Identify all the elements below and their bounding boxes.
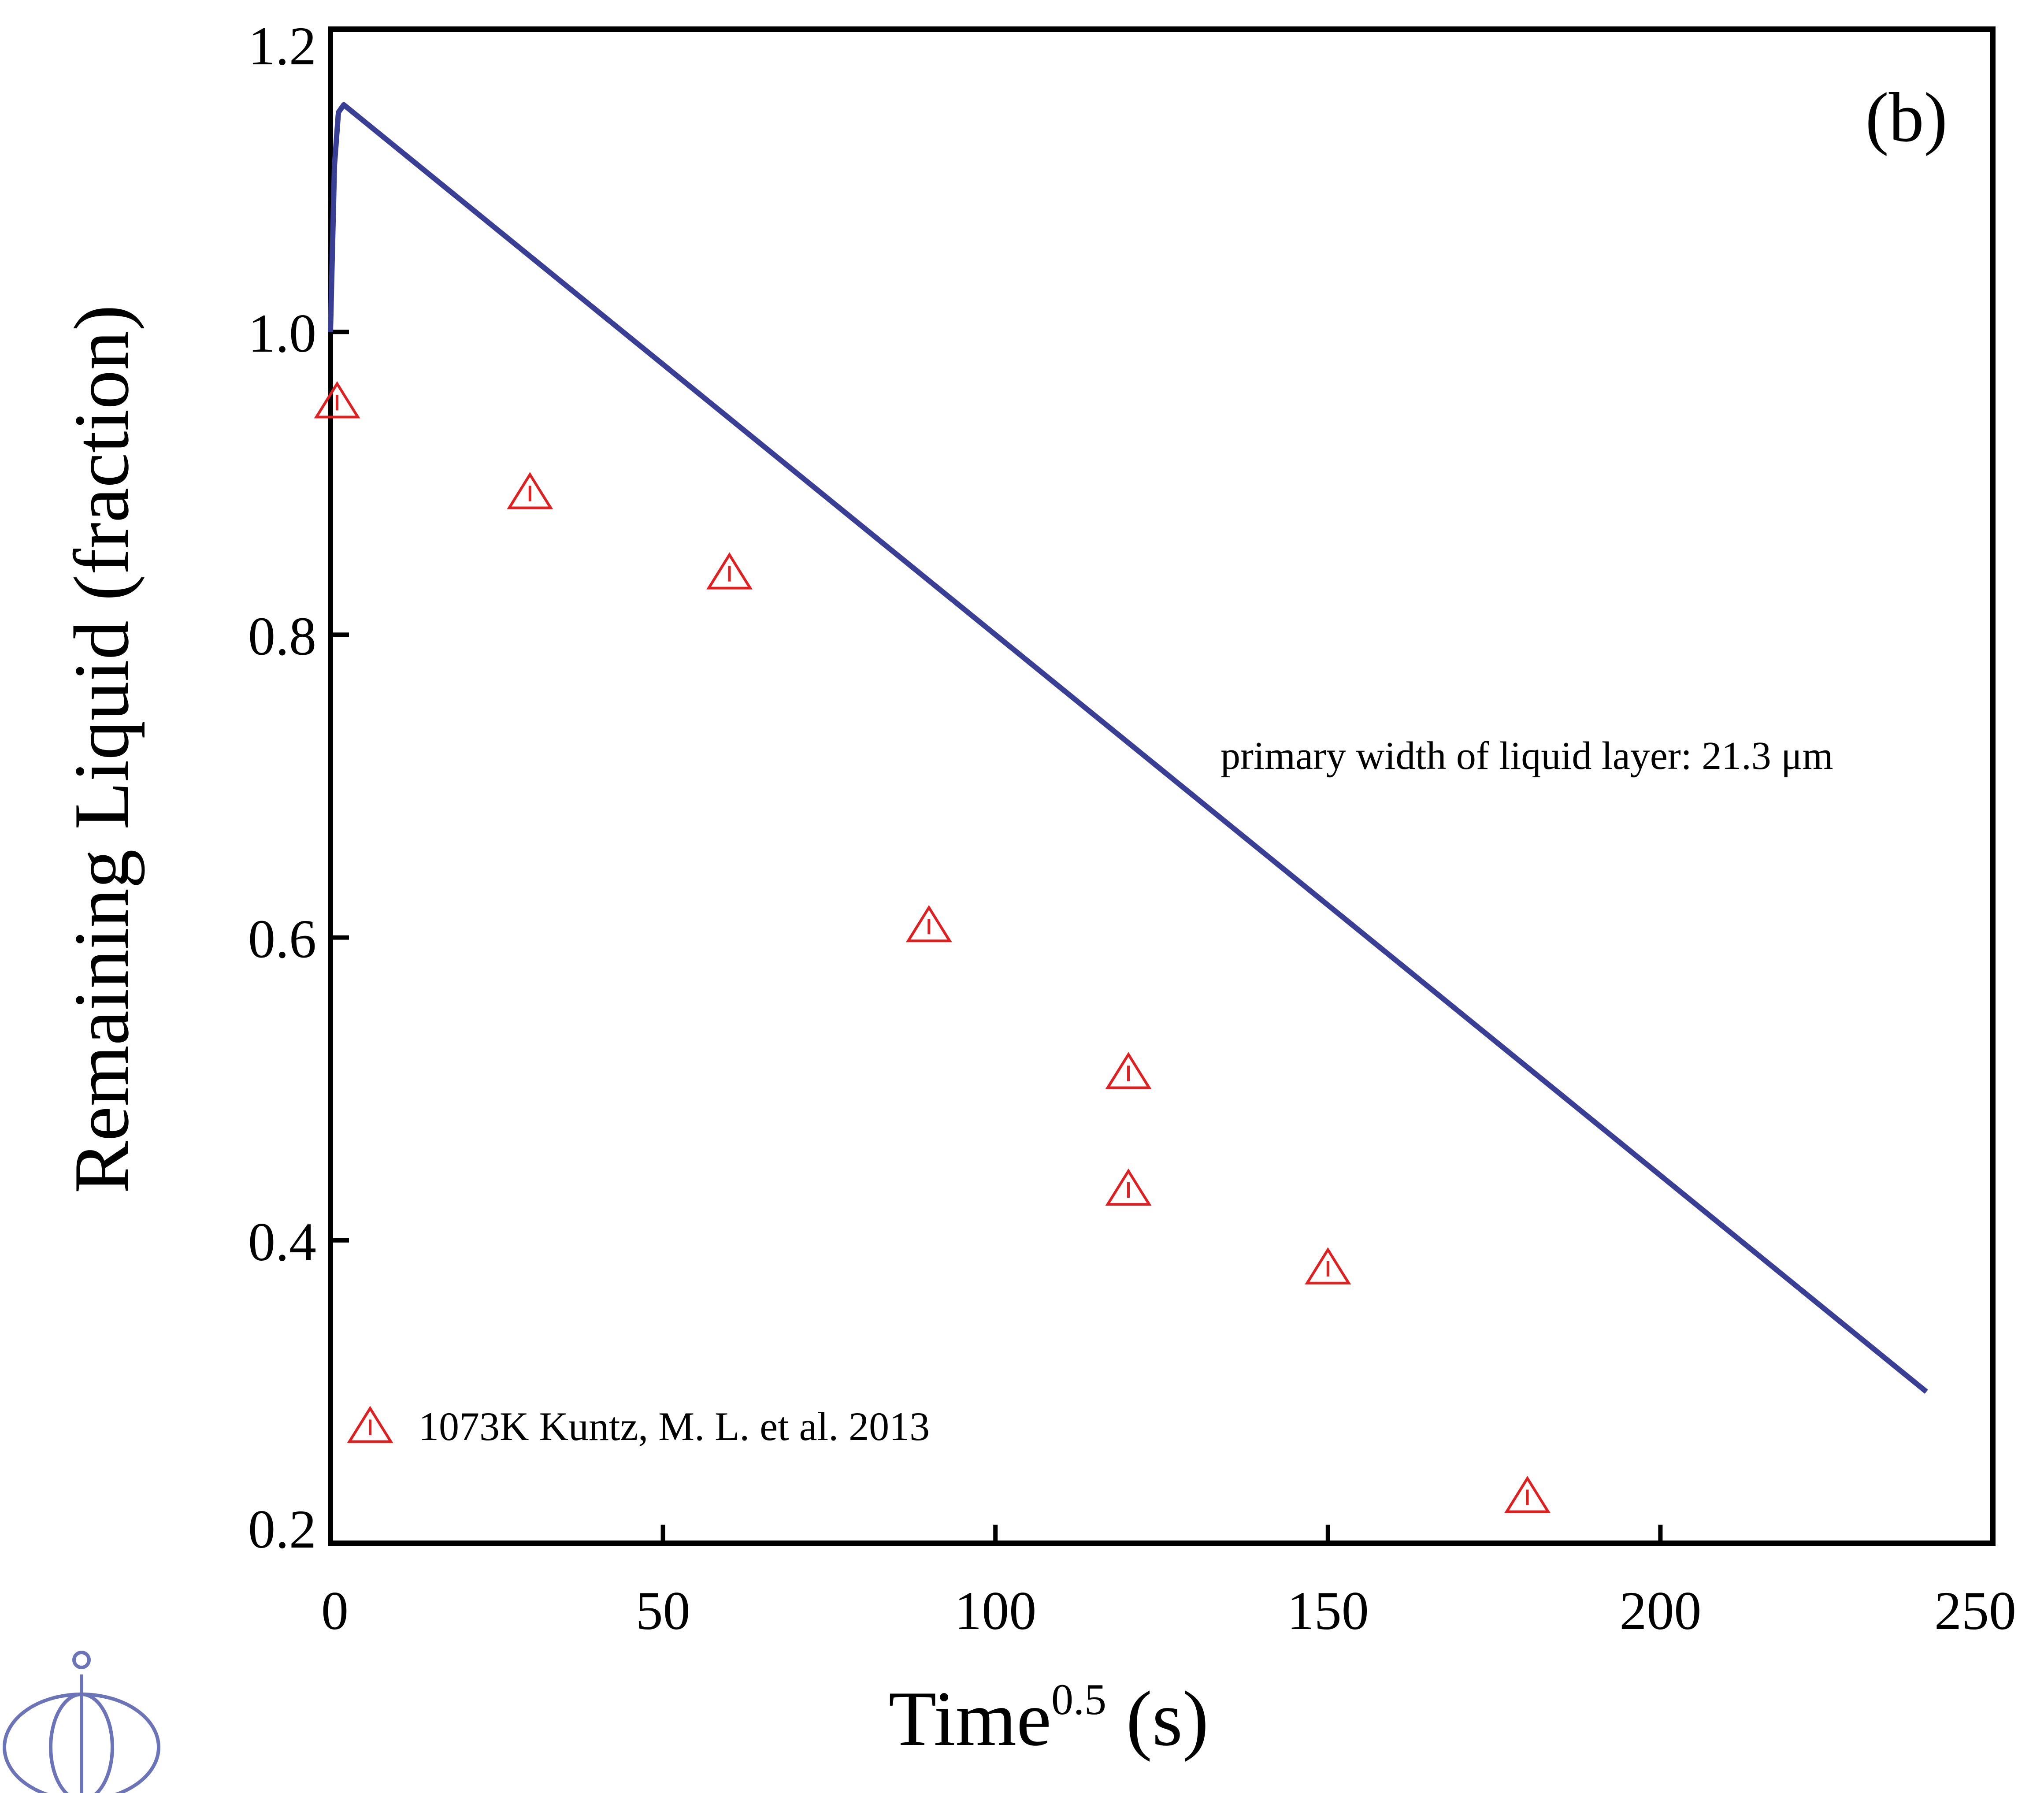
series-layer	[314, 102, 1928, 1513]
publisher-logo-icon	[3, 1651, 160, 1793]
data-point-triangle	[507, 472, 553, 509]
legend-marker-triangle	[347, 1406, 393, 1443]
x-axis-title-main: Time	[889, 1675, 1051, 1762]
legend-label: 1073K Kuntz, M. L. et al. 2013	[419, 1404, 930, 1449]
x-axis-title-superscript: 0.5	[1051, 1675, 1106, 1724]
x-tick-label: 50	[636, 1581, 690, 1641]
x-tick-label: 150	[1287, 1581, 1369, 1641]
x-tick-label: 250	[1934, 1581, 2016, 1641]
data-point-triangle	[1504, 1476, 1551, 1513]
data-point-triangle	[314, 381, 360, 419]
x-axis-ticks: 0 50 100 150 200 250	[321, 1525, 2016, 1641]
y-tick-label: 1.2	[248, 16, 316, 76]
plot-frame	[328, 26, 1996, 1546]
legend: 1073K Kuntz, M. L. et al. 2013	[347, 1404, 930, 1449]
data-point-triangle	[905, 905, 952, 943]
x-axis-title-unit: (s)	[1106, 1675, 1209, 1762]
data-point-triangle	[706, 552, 753, 590]
data-point-triangle	[1305, 1247, 1351, 1284]
y-axis-ticks: 0.2 0.4 0.6 0.8 1.0 1.2	[248, 16, 349, 1559]
data-point-triangle	[1105, 1052, 1152, 1089]
x-tick-label: 0	[321, 1581, 349, 1641]
panel-label: (b)	[1865, 78, 1948, 156]
x-axis-title: Time0.5 (s)	[889, 1675, 1209, 1762]
x-tick-label: 200	[1619, 1581, 1701, 1641]
y-tick-label: 0.2	[248, 1499, 316, 1559]
data-point-triangle	[1105, 1168, 1152, 1206]
annotation-text: primary width of liquid layer: 21.3 μm	[1220, 734, 1833, 778]
x-tick-label: 100	[954, 1581, 1036, 1641]
y-axis-title: Remaining Liquid (fraction)	[58, 305, 145, 1194]
y-tick-label: 0.8	[248, 606, 316, 666]
y-tick-label: 0.4	[248, 1212, 316, 1272]
y-tick-label: 1.0	[248, 303, 316, 364]
y-tick-label: 0.6	[248, 909, 316, 969]
model-curve-line	[328, 102, 1928, 1394]
